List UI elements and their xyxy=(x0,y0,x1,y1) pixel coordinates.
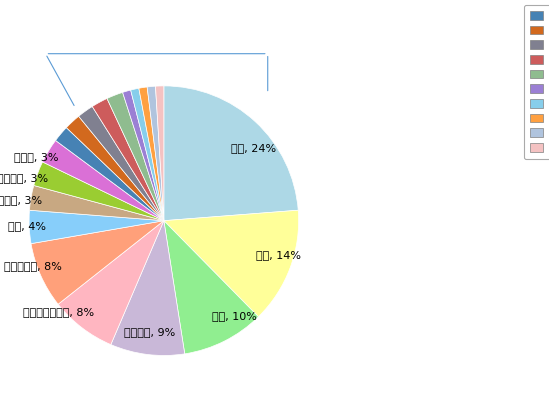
Wedge shape xyxy=(147,86,164,221)
Text: 輸送用機器, 8%: 輸送用機器, 8% xyxy=(4,261,62,271)
Text: 医薬, 4%: 医薬, 4% xyxy=(8,221,46,231)
Text: 紙・繊維, 3%: 紙・繊維, 3% xyxy=(0,172,48,182)
Text: 電気機器, 9%: 電気機器, 9% xyxy=(125,327,176,337)
Wedge shape xyxy=(107,93,164,221)
Wedge shape xyxy=(30,186,164,221)
Wedge shape xyxy=(66,116,164,221)
Wedge shape xyxy=(139,87,164,221)
Wedge shape xyxy=(33,162,164,221)
Text: 食品, 10%: 食品, 10% xyxy=(212,311,257,321)
Wedge shape xyxy=(164,210,299,317)
Wedge shape xyxy=(92,99,164,221)
Legend: 鉄鋼・非鉄, 電気・ガス, ゴム, サービス, ガラス・土石製品, 建設・セメント, 貨物・輸送, 電子部品・半導体, 石油, 造船・プラント: 鉄鋼・非鉄, 電気・ガス, ゴム, サービス, ガラス・土石製品, 建設・セメン… xyxy=(524,5,549,159)
Wedge shape xyxy=(29,210,164,244)
Text: 化学, 24%: 化学, 24% xyxy=(231,143,276,153)
Wedge shape xyxy=(122,90,164,221)
Text: 小売業, 3%: 小売業, 3% xyxy=(14,152,58,162)
Wedge shape xyxy=(155,86,164,221)
Wedge shape xyxy=(79,107,164,221)
Text: 機械, 14%: 機械, 14% xyxy=(256,250,301,260)
Wedge shape xyxy=(43,140,164,221)
Wedge shape xyxy=(58,221,164,345)
Text: 通信・ＩＴ機器, 8%: 通信・ＩＴ機器, 8% xyxy=(23,307,94,317)
Wedge shape xyxy=(55,128,164,221)
Wedge shape xyxy=(164,86,298,221)
Wedge shape xyxy=(31,221,164,304)
Text: 精密機器, 3%: 精密機器, 3% xyxy=(0,195,42,205)
Wedge shape xyxy=(111,221,184,356)
Wedge shape xyxy=(131,88,164,221)
Wedge shape xyxy=(164,221,259,354)
